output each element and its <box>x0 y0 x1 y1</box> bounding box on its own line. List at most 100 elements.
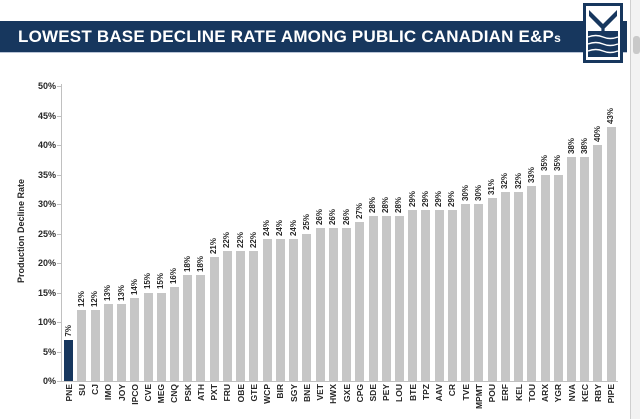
bar <box>169 286 179 381</box>
bar-value-label: 15% <box>143 273 153 290</box>
bar-column: 43% <box>605 86 618 381</box>
bar-value-label: 35% <box>540 155 550 172</box>
bar <box>368 215 378 381</box>
bar-value-label: 13% <box>116 285 126 302</box>
x-axis-tick-label: PXT <box>209 384 220 401</box>
bar <box>461 204 471 381</box>
x-axis-tick-label: JOY <box>116 384 127 402</box>
bar-value-label: 26% <box>315 208 325 225</box>
bar-column: 30% <box>459 86 472 381</box>
bar <box>275 239 285 381</box>
bar-value-label: 35% <box>553 155 563 172</box>
x-axis-tick-label: VET <box>315 384 326 401</box>
x-label-cell: BNE <box>300 384 313 419</box>
y-axis-tick-label: 10% <box>37 317 56 327</box>
bar-column: 40% <box>591 86 604 381</box>
x-label-cell: CR <box>446 384 459 419</box>
bar-column: 14% <box>128 86 141 381</box>
y-axis-line <box>61 84 62 381</box>
bar <box>183 274 193 381</box>
bar-column: 18% <box>181 86 194 381</box>
x-axis-tick-label: CPG <box>354 384 365 403</box>
y-axis-tick-label: 20% <box>37 258 56 268</box>
x-label-cell: VET <box>313 384 326 419</box>
bar-value-label: 28% <box>368 196 377 213</box>
bars-container: 7% 12% 12% 13% 13% 14% 15% 15% 16% 18% 18% 21% 22% 22… <box>62 86 618 381</box>
x-label-cell: MPMT <box>472 384 485 419</box>
x-axis-tick-label: AAV <box>434 384 445 402</box>
bar-column: 21% <box>208 86 221 381</box>
x-label-cell: SGY <box>287 384 300 419</box>
bar <box>474 204 484 381</box>
x-axis-tick-label: NVA <box>566 384 577 402</box>
x-label-cell: PXT <box>208 384 221 419</box>
x-label-cell: POU <box>486 384 499 419</box>
bar-value-label: 30% <box>473 184 483 201</box>
bar-value-label: 29% <box>420 190 430 207</box>
bar-column: 28% <box>393 86 406 381</box>
y-tick-mark <box>57 322 61 323</box>
bar-column: 24% <box>261 86 274 381</box>
scrollbar-thumb[interactable] <box>633 36 640 54</box>
bar-column: 38% <box>578 86 591 381</box>
x-label-cell: LOU <box>393 384 406 419</box>
x-axis-tick-label: IMO <box>103 384 114 401</box>
bar-column: 32% <box>512 86 525 381</box>
bar-column: 26% <box>327 86 340 381</box>
bar-column: 12% <box>75 86 88 381</box>
bar <box>514 192 524 381</box>
x-label-cell: ERF <box>499 384 512 419</box>
bar-value-label: 29% <box>447 190 457 207</box>
y-axis-tick-label: 25% <box>37 228 56 239</box>
bar <box>540 174 550 381</box>
x-label-cell: KEL <box>512 384 525 419</box>
x-axis-tick-label: WCP <box>262 384 273 404</box>
y-axis-tick-label: 30% <box>37 199 56 209</box>
x-axis-tick-label: PEY <box>381 384 392 402</box>
bar-value-label: 18% <box>182 255 192 272</box>
bar-column: 18% <box>194 86 207 381</box>
bar-column: 35% <box>538 86 551 381</box>
bar-value-label: 30% <box>460 184 470 201</box>
bar-value-label: 14% <box>129 279 139 296</box>
x-axis-tick-label: BTE <box>407 384 418 401</box>
bar-value-label: 32% <box>500 173 510 190</box>
y-tick-mark <box>57 351 61 353</box>
y-tick-mark <box>57 233 61 235</box>
bar-column: 35% <box>552 86 565 381</box>
x-label-cell: SDE <box>366 384 379 419</box>
bar <box>249 251 259 381</box>
x-label-cell: CVE <box>141 384 154 419</box>
x-label-cell: OBE <box>234 384 247 419</box>
bar <box>328 227 338 381</box>
bar-column: 31% <box>486 86 499 381</box>
bar-value-label: 31% <box>487 179 497 196</box>
bar-value-label: 12% <box>76 291 86 308</box>
company-logo <box>583 3 623 63</box>
bar-value-label: 22% <box>222 232 232 249</box>
bar-value-label: 22% <box>248 232 258 249</box>
page-title-suffix: s <box>554 30 561 45</box>
y-tick-mark <box>57 86 61 87</box>
x-axis-tick-label: CNQ <box>169 384 180 403</box>
bar <box>421 209 431 381</box>
bar-value-label: 13% <box>103 285 113 302</box>
bar-column: 13% <box>115 86 128 381</box>
bar <box>434 209 444 381</box>
bar <box>209 257 219 381</box>
bar-column: 26% <box>313 86 326 381</box>
bar-value-label: 7% <box>63 325 73 337</box>
x-axis-tick-label: KEC <box>579 384 590 402</box>
x-axis-tick-label: YGR <box>553 384 564 403</box>
bar-column: 30% <box>472 86 485 381</box>
y-tick-mark <box>57 174 61 176</box>
bar-column: 25% <box>300 86 313 381</box>
x-label-cell: SU <box>75 384 88 419</box>
x-axis-tick-label: PNE <box>63 384 74 402</box>
bar-value-label: 21% <box>209 238 219 255</box>
bar-column: 7% <box>62 86 75 381</box>
bar <box>302 233 312 381</box>
x-label-cell: TVE <box>459 384 472 419</box>
x-label-cell: JOY <box>115 384 128 419</box>
bar <box>342 227 352 381</box>
